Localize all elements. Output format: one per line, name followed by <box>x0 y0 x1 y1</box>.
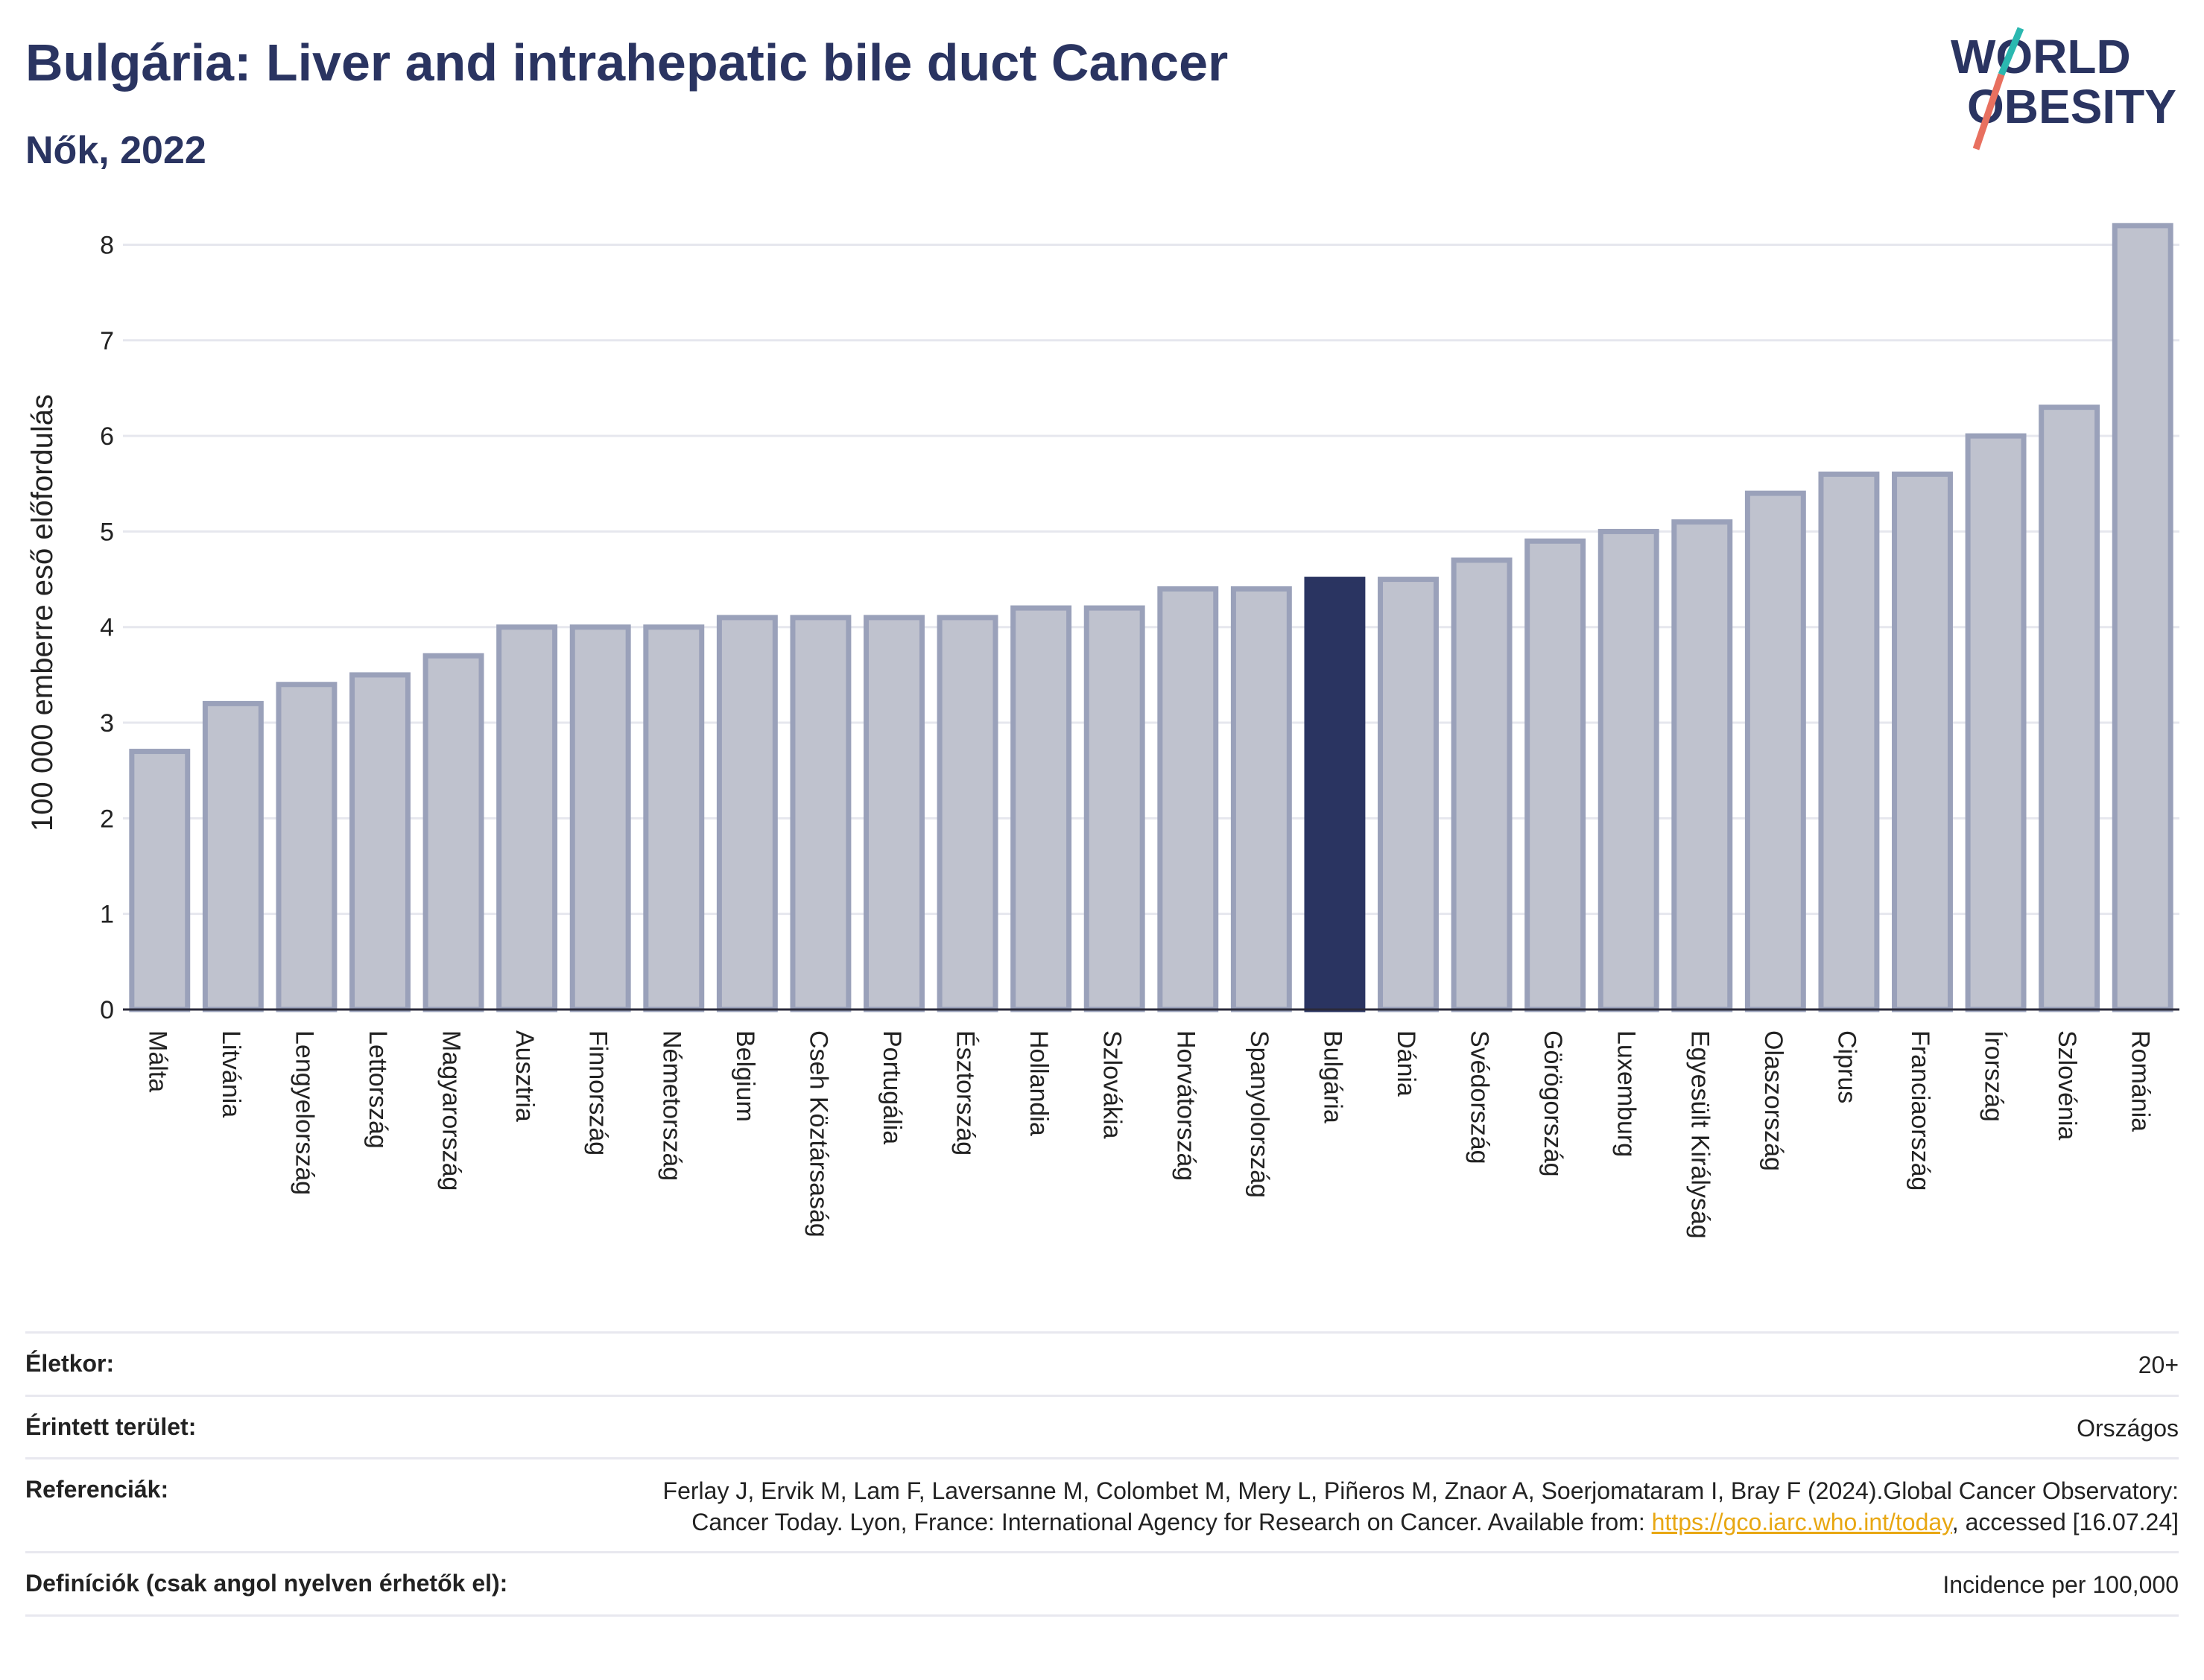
bar <box>1378 577 1439 1012</box>
bar <box>1892 471 1953 1012</box>
bar <box>1230 586 1292 1012</box>
info-value-area: Országos <box>2077 1414 2179 1442</box>
info-table: Életkor: 20+ Érintett terület: Országos … <box>25 1331 2179 1617</box>
bar <box>2039 405 2100 1012</box>
y-tick-label: 1 <box>100 901 114 929</box>
x-tick-label: Ausztria <box>510 1030 539 1122</box>
info-value-age: 20+ <box>2138 1351 2179 1378</box>
bar <box>1744 490 1806 1012</box>
bar <box>864 615 925 1012</box>
x-tick-label: Írország <box>1980 1030 2008 1122</box>
x-tick-label: Egyesült Királyság <box>1685 1030 1714 1239</box>
x-tick-label: Horvátország <box>1171 1030 1200 1181</box>
x-tick-label: Görögország <box>1539 1030 1567 1177</box>
info-value-references: Ferlay J, Ervik M, Lam F, Laversanne M, … <box>644 1476 2179 1538</box>
bar <box>1451 557 1513 1012</box>
x-tick-label: Franciaország <box>1906 1030 1934 1191</box>
y-tick-label: 5 <box>100 518 114 546</box>
x-tick-label: Szlovénia <box>2053 1030 2081 1141</box>
x-tick-label: Lengyelország <box>290 1030 318 1195</box>
y-tick-label: 2 <box>100 805 114 833</box>
x-tick-label: Németország <box>657 1030 685 1181</box>
reference-accessed: , accessed [16.07.24] <box>1951 1508 2179 1535</box>
bar <box>1083 605 1145 1012</box>
bar-chart: 0 1 2 3 4 5 6 7 8 100 000 emberre eső előfordulás… <box>26 223 2179 1239</box>
bar <box>496 624 558 1012</box>
bar <box>202 700 264 1012</box>
y-tick-label: 4 <box>100 614 114 642</box>
x-tick-label: Észtország <box>951 1030 980 1156</box>
info-label-references: Referenciák: <box>25 1476 169 1503</box>
x-tick-label: Litvánia <box>217 1030 245 1118</box>
world-obesity-logo: WORLD OBESITY <box>1951 27 2176 150</box>
info-row-references: Referenciák: Ferlay J, Ervik M, Lam F, L… <box>25 1457 2179 1551</box>
x-tick-label: Hollandia <box>1025 1030 1053 1136</box>
info-label-age: Életkor: <box>25 1350 115 1377</box>
info-row-age: Életkor: 20+ <box>25 1331 2179 1395</box>
x-tick-label: Belgium <box>731 1030 759 1122</box>
logo-text-world: WORLD <box>1951 30 2131 83</box>
logo-slash-coral <box>1972 73 2005 150</box>
bar <box>349 672 411 1012</box>
bar <box>1157 586 1219 1012</box>
info-label-area: Érintett terület: <box>25 1413 197 1440</box>
chart-title: Bulgária: Liver and intrahepatic bile du… <box>25 34 1229 92</box>
x-tick-label: Magyarország <box>437 1030 466 1191</box>
info-label-definitions: Definíciók (csak angol nyelven érhetők e… <box>25 1570 508 1597</box>
y-tick-label: 7 <box>100 327 114 355</box>
bar <box>1965 433 2027 1012</box>
x-tick-label: Portugália <box>878 1030 906 1144</box>
x-tick-label: Románia <box>2127 1030 2155 1132</box>
bar <box>569 624 631 1012</box>
reference-text: Ferlay J, Ervik M, Lam F, Laversanne M, … <box>662 1477 2179 1535</box>
x-tick-label: Málta <box>143 1030 171 1092</box>
bar <box>1010 605 1072 1012</box>
x-tick-label: Szlovákia <box>1098 1030 1127 1139</box>
y-tick-label: 8 <box>100 231 114 259</box>
x-tick-label: Olaszország <box>1759 1030 1787 1171</box>
bar <box>1671 519 1733 1012</box>
x-tick-label: Svédország <box>1466 1030 1494 1164</box>
y-tick-label: 0 <box>100 996 114 1024</box>
bar <box>129 749 191 1012</box>
x-tick-label: Ciprus <box>1832 1030 1861 1103</box>
bar <box>643 624 705 1012</box>
x-tick-label: Bulgária <box>1318 1030 1346 1123</box>
bar <box>276 682 338 1012</box>
bar <box>2112 223 2173 1012</box>
info-value-definitions: Incidence per 100,000 <box>1942 1571 2179 1599</box>
bar <box>1524 538 1586 1012</box>
logo-text-obesity: OBESITY <box>1967 80 2176 133</box>
reference-link[interactable]: https://gco.iarc.who.int/today <box>1651 1508 1952 1535</box>
bar <box>1818 471 1880 1012</box>
y-tick-label: 3 <box>100 709 114 738</box>
y-tick-label: 6 <box>100 422 114 451</box>
y-axis-label: 100 000 emberre eső előfordulás <box>26 394 59 831</box>
bar <box>1597 528 1659 1012</box>
bar <box>422 653 484 1012</box>
logo-slash-teal <box>1998 27 2024 76</box>
x-tick-label: Dánia <box>1392 1030 1420 1097</box>
x-tick-label: Spanyolország <box>1245 1030 1273 1198</box>
bar <box>790 615 852 1012</box>
x-tick-label: Lettország <box>364 1030 392 1149</box>
x-tick-label: Cseh Köztársaság <box>804 1030 832 1237</box>
bar <box>1304 577 1366 1012</box>
chart-subtitle: Nők, 2022 <box>25 129 206 172</box>
bar <box>716 615 778 1012</box>
x-tick-label: Luxemburg <box>1612 1030 1641 1157</box>
info-row-definitions: Definíciók (csak angol nyelven érhetők e… <box>25 1551 2179 1617</box>
x-tick-label: Finnország <box>584 1030 612 1156</box>
bar <box>937 615 998 1012</box>
info-row-area: Érintett terület: Országos <box>25 1394 2179 1458</box>
